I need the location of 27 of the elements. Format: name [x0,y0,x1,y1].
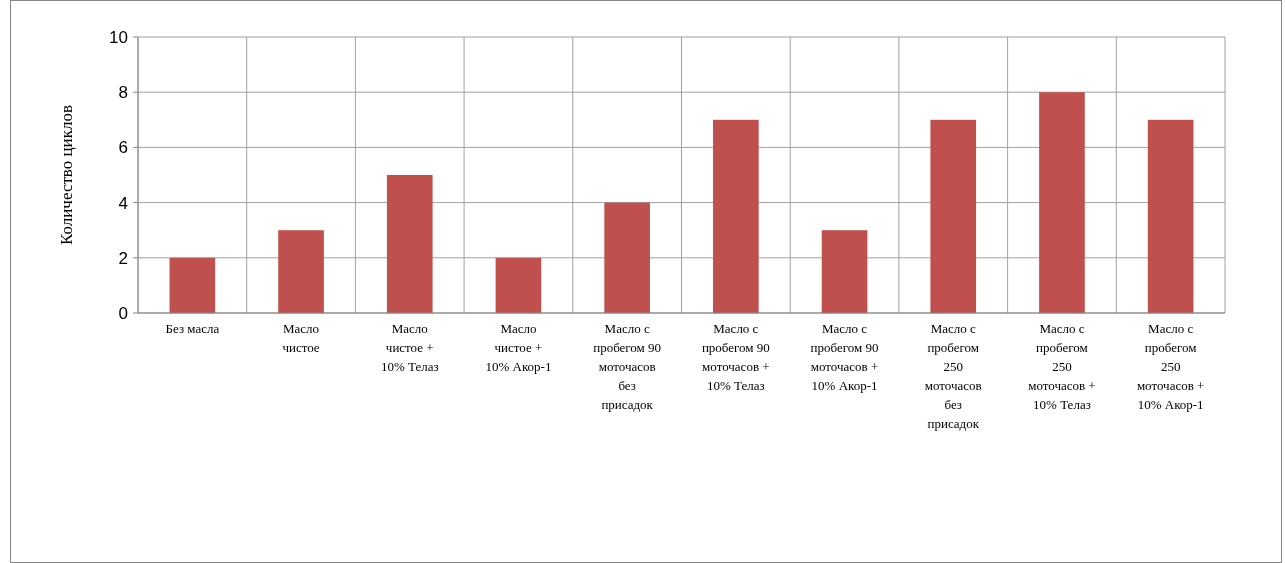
bar [169,257,216,313]
x-tick-label: Масло с пробегом 250 моточасов без присадок [924,321,982,431]
y-tick-label: 10 [109,27,128,47]
bar [930,119,977,313]
y-tick-label: 2 [118,248,128,268]
y-tick-label: 8 [118,83,128,103]
x-tick-label: Масло с пробегом 90 моточасов + 10% Телаз [701,321,770,393]
bar [495,257,542,313]
y-axis-title: Количество циклов [57,105,76,245]
bar [278,230,324,313]
x-tick-label: Масло с пробегом 250 моточасов + 10% Акор-1 [1136,321,1205,412]
bar [604,202,650,313]
y-tick-label: 0 [118,303,128,323]
x-tick-label: Масло чистое + 10% Телаз [380,321,439,374]
x-tick-label: Масло чистое [282,321,320,355]
x-tick-label: Масло с пробегом 90 моточасов без присадок [593,321,662,412]
bar [386,175,433,313]
bar [821,230,868,313]
x-tick-label: Масло с пробегом 250 моточасов + 10% Телаз [1028,321,1096,412]
x-tick-label: Масло чистое + 10% Акор-1 [485,321,552,374]
bar [713,119,759,313]
bar [1147,119,1194,313]
x-tick-label: Масло с пробегом 90 моточасов + 10% Акор-1 [810,321,879,393]
y-tick-label: 6 [118,138,128,158]
bar [1039,92,1085,313]
y-tick-label: 4 [118,193,128,213]
x-tick-label: Без масла [165,321,220,336]
